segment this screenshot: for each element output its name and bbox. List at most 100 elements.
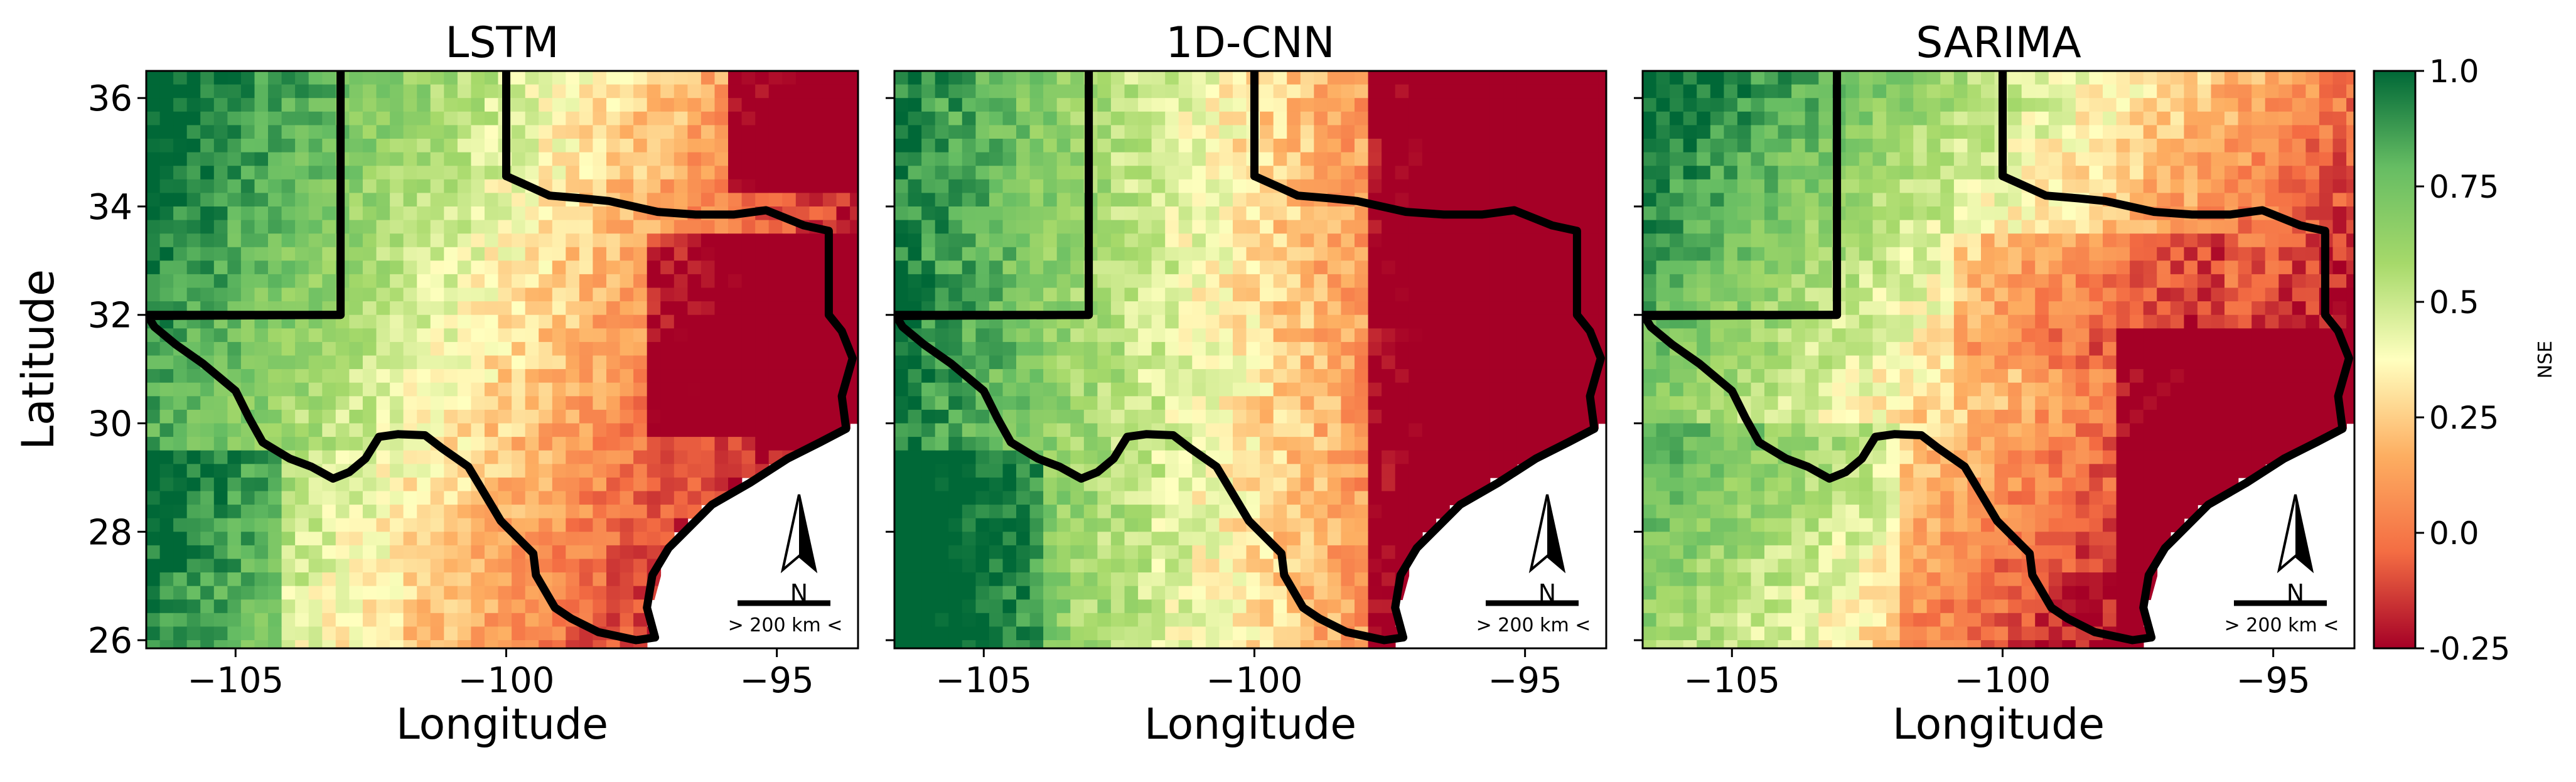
grid-cell <box>308 382 323 397</box>
grid-cell <box>1368 437 1382 451</box>
grid-cell <box>660 152 675 166</box>
grid-cell <box>1246 450 1260 465</box>
grid-cell <box>1530 301 1545 316</box>
grid-cell <box>660 491 675 505</box>
grid-cell <box>741 341 756 356</box>
grid-cell <box>308 139 323 153</box>
grid-cell <box>498 626 512 641</box>
grid-cell <box>1273 423 1288 437</box>
grid-cell <box>403 450 417 465</box>
grid-cell <box>1436 152 1450 166</box>
grid-cell <box>362 640 377 648</box>
grid-cell <box>1710 260 1725 275</box>
grid-cell <box>1368 139 1382 153</box>
grid-cell <box>430 586 445 601</box>
grid-cell <box>1097 84 1112 99</box>
grid-cell <box>240 98 255 112</box>
grid-cell <box>539 382 553 397</box>
grid-cell <box>633 98 648 112</box>
grid-cell <box>512 437 526 451</box>
grid-cell <box>295 518 309 533</box>
grid-cell <box>2103 220 2117 234</box>
grid-cell <box>2116 111 2130 126</box>
grid-cell <box>908 396 922 410</box>
grid-cell <box>962 437 977 451</box>
grid-cell <box>593 166 607 180</box>
grid-cell <box>1124 274 1139 289</box>
grid-cell <box>1584 274 1599 289</box>
grid-cell <box>1953 84 1968 99</box>
grid-cell <box>1192 532 1206 546</box>
grid-cell <box>1165 193 1179 207</box>
grid-cell <box>2008 247 2022 262</box>
x-tick-label: −100 <box>458 660 555 701</box>
grid-cell <box>1138 341 1152 356</box>
grid-cell <box>989 341 1004 356</box>
grid-cell <box>921 532 936 546</box>
grid-cell <box>1697 152 1711 166</box>
grid-cell <box>322 341 336 356</box>
grid-cell <box>240 626 255 641</box>
grid-cell <box>989 355 1004 370</box>
grid-cell <box>1341 260 1355 275</box>
grid-cell <box>1764 220 1779 234</box>
grid-cell <box>349 193 363 207</box>
grid-cell <box>1056 233 1071 248</box>
grid-cell <box>2224 220 2239 234</box>
grid-cell <box>1002 193 1017 207</box>
grid-cell <box>1070 626 1085 641</box>
grid-cell <box>1710 233 1725 248</box>
grid-cell <box>1124 369 1139 383</box>
grid-cell <box>989 382 1004 397</box>
grid-cell <box>921 409 936 424</box>
grid-cell <box>457 409 472 424</box>
grid-cell <box>552 247 567 262</box>
grid-cell <box>186 423 201 437</box>
grid-cell <box>1422 98 1437 112</box>
grid-cell <box>1314 409 1328 424</box>
grid-cell <box>908 572 922 587</box>
grid-cell <box>1940 206 1955 221</box>
grid-cell <box>173 287 188 302</box>
grid-cell <box>1598 328 1606 343</box>
grid-cell <box>2224 125 2239 139</box>
grid-cell <box>200 586 215 601</box>
grid-cell <box>1043 572 1058 587</box>
grid-cell <box>1355 98 1369 112</box>
grid-cell <box>1233 233 1247 248</box>
grid-cell <box>1314 247 1328 262</box>
grid-cell <box>254 477 269 492</box>
grid-cell <box>1953 111 1968 126</box>
grid-cell <box>975 613 990 628</box>
grid-cell <box>2346 247 2354 262</box>
grid-cell <box>1260 206 1274 221</box>
grid-cell <box>836 287 851 302</box>
grid-cell <box>1845 152 1860 166</box>
grid-cell <box>674 314 689 329</box>
grid-cell <box>1516 287 1532 302</box>
grid-cell <box>335 518 350 533</box>
grid-cell <box>1449 125 1464 139</box>
grid-cell <box>1205 545 1220 560</box>
grid-cell <box>1584 247 1599 262</box>
grid-cell <box>1287 505 1301 519</box>
grid-cell <box>894 111 909 126</box>
grid-cell <box>836 152 851 166</box>
grid-cell <box>1476 179 1491 194</box>
grid-cell <box>485 193 499 207</box>
grid-cell <box>1872 179 1887 194</box>
grid-cell <box>2116 98 2130 112</box>
grid-cell <box>1300 437 1315 451</box>
grid-cell <box>1409 220 1423 234</box>
grid-cell <box>1530 287 1545 302</box>
grid-cell <box>795 409 810 424</box>
grid-cell <box>606 206 621 221</box>
grid-cell <box>633 233 648 248</box>
grid-cell <box>809 233 824 248</box>
grid-cell <box>2048 233 2063 248</box>
grid-cell <box>240 505 255 519</box>
grid-cell <box>1382 559 1396 573</box>
grid-cell <box>1818 71 1833 85</box>
grid-cell <box>700 328 716 343</box>
grid-cell <box>1503 84 1518 99</box>
